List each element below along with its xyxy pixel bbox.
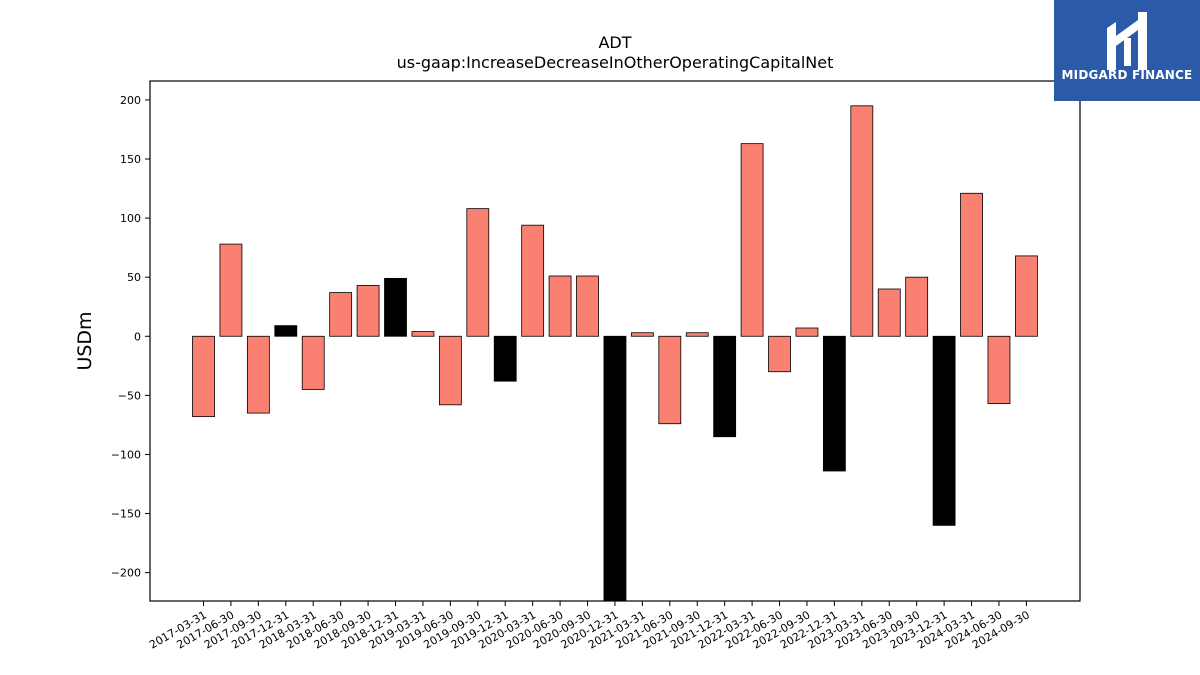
y-axis-label: USDm — [74, 311, 96, 370]
bar-2018-12-31 — [384, 277, 407, 337]
y-tick-label: 0 — [134, 330, 141, 343]
bar-2022-03-31 — [740, 143, 764, 337]
y-tick-label: 50 — [127, 271, 141, 284]
y-tick-label: 100 — [120, 212, 141, 225]
chart-subtitle: us-gaap:IncreaseDecreaseInOtherOperating… — [396, 53, 834, 72]
bar-2020-06-30 — [548, 275, 572, 337]
bar-2018-03-31 — [301, 335, 325, 390]
bar-2021-12-31 — [713, 335, 737, 438]
bar-2021-03-31 — [630, 332, 654, 337]
x-axis: 2017-03-312017-06-302017-09-302017-12-31… — [147, 601, 1032, 652]
bar-2023-03-31 — [850, 105, 874, 337]
logo-mark-icon — [1107, 12, 1147, 70]
y-tick-label: 200 — [120, 94, 141, 107]
bar-2023-06-30 — [877, 288, 901, 337]
bar-2021-06-30 — [658, 335, 682, 425]
y-tick-label: −100 — [111, 448, 141, 461]
y-tick-label: −200 — [111, 567, 141, 580]
bar-2024-03-31 — [960, 192, 983, 337]
y-tick-label: −50 — [118, 389, 141, 402]
bar-2022-09-30 — [795, 327, 819, 337]
bar-2018-09-30 — [356, 285, 380, 337]
bar-2020-03-31 — [521, 224, 545, 337]
bar-2019-03-31 — [411, 331, 435, 337]
bar-2020-09-30 — [576, 275, 599, 337]
bar-2017-03-31 — [192, 335, 215, 418]
logo-text: MIDGARD FINANCE — [1061, 68, 1193, 82]
bar-2023-12-31 — [932, 335, 956, 526]
bar-2017-09-30 — [246, 335, 270, 414]
bar-2017-12-31 — [274, 325, 298, 337]
bar-2023-09-30 — [905, 276, 929, 337]
y-axis: 200 150 100 50 0 −50 −100 −150 −200 — [111, 94, 150, 580]
bar-2019-12-31 — [493, 335, 517, 382]
midgard-finance-logo: MIDGARD FINANCE — [1054, 0, 1200, 101]
y-tick-label: 150 — [120, 153, 141, 166]
bar-2020-12-31 — [603, 335, 627, 602]
bar-2018-06-30 — [329, 292, 353, 337]
chart-title: ADT — [598, 33, 632, 52]
bar-2024-06-30 — [987, 335, 1011, 405]
bar-2019-06-30 — [438, 335, 462, 406]
bar-2021-09-30 — [685, 332, 709, 337]
bars-group — [192, 105, 1038, 602]
bar-2024-09-30 — [1015, 255, 1038, 337]
bar-2019-09-30 — [466, 208, 490, 337]
bar-2022-12-31 — [822, 335, 846, 472]
y-tick-label: −150 — [111, 508, 141, 521]
bar-2017-06-30 — [219, 243, 243, 337]
bar-2022-06-30 — [768, 335, 791, 373]
